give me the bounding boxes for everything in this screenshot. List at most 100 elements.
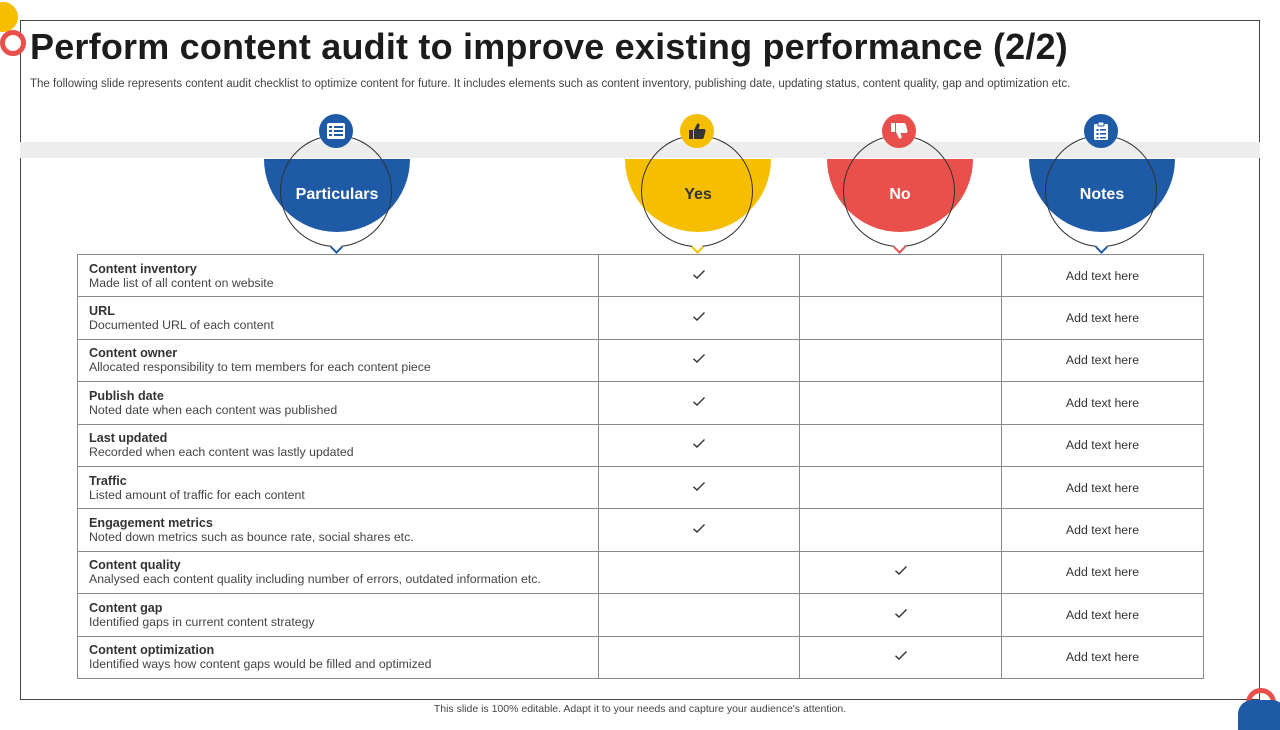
table-row: Publish date Noted date when each content… (77, 381, 1204, 425)
no-cell (799, 465, 1002, 510)
notes-cell[interactable]: Add text here (1001, 508, 1204, 552)
check-icon (894, 650, 908, 664)
clipboard-icon (1084, 114, 1118, 148)
column-header-particulars: Particulars (263, 114, 413, 254)
notes-cell[interactable]: Add text here (1001, 550, 1204, 595)
item-description: Documented URL of each content (89, 318, 274, 333)
yes-cell (598, 550, 800, 595)
notes-cell[interactable]: Add text here (1001, 338, 1204, 383)
no-cell (799, 508, 1002, 552)
notes-cell[interactable]: Add text here (1001, 423, 1204, 467)
check-icon (692, 269, 706, 283)
table-row: Last updated Recorded when each content w… (77, 423, 1204, 467)
yes-cell (598, 338, 800, 383)
item-description: Noted date when each content was publish… (89, 402, 338, 417)
column-label: Yes (684, 186, 712, 203)
yes-cell (598, 593, 800, 637)
no-cell (799, 253, 1002, 298)
no-cell (799, 381, 1002, 425)
decor-circle-yellow (0, 2, 18, 32)
yes-cell (598, 508, 800, 552)
no-cell (799, 296, 1002, 340)
particulars-cell: Engagement metrics Noted down metrics suc… (77, 508, 599, 552)
audit-table: Content inventory Made list of all conten… (77, 253, 1204, 679)
item-title: Content gap (89, 600, 163, 615)
column-label: No (889, 186, 911, 203)
check-icon (894, 565, 908, 579)
particulars-cell: Content optimization Identified ways how … (77, 635, 599, 679)
item-description: Identified gaps in current content strat… (89, 614, 315, 629)
yes-cell (598, 635, 800, 679)
table-row: Engagement metrics Noted down metrics suc… (77, 508, 1204, 552)
check-icon (692, 311, 706, 325)
notes-cell[interactable]: Add text here (1001, 381, 1204, 425)
table-row: Content inventory Made list of all conten… (77, 253, 1204, 298)
item-title: Engagement metrics (89, 516, 213, 531)
notes-cell[interactable]: Add text here (1001, 253, 1204, 298)
table-row: Content owner Allocated responsibility to… (77, 338, 1204, 383)
particulars-cell: Publish date Noted date when each content… (77, 381, 599, 425)
column-label: Particulars (295, 186, 379, 203)
check-icon (894, 608, 908, 622)
item-title: Last updated (89, 431, 168, 446)
check-icon (692, 438, 706, 452)
column-label: Notes (1079, 186, 1125, 203)
no-cell (799, 593, 1002, 637)
column-header-notes: Notes (1028, 114, 1178, 254)
page-subtitle: The following slide represents content a… (30, 78, 1071, 90)
checklist-icon (319, 114, 353, 148)
no-cell (799, 635, 1002, 679)
decor-ring-red (0, 30, 26, 56)
table-row: Content gap Identified gaps in current co… (77, 593, 1204, 637)
notes-cell[interactable]: Add text here (1001, 296, 1204, 340)
item-title: Content inventory (89, 261, 197, 276)
item-description: Recorded when each content was lastly up… (89, 445, 354, 460)
check-icon (692, 396, 706, 410)
notes-cell[interactable]: Add text here (1001, 465, 1204, 510)
item-title: Content optimization (89, 643, 215, 658)
item-title: Publish date (89, 388, 164, 403)
thumbs-down-icon (882, 114, 916, 148)
no-cell (799, 550, 1002, 595)
item-description: Analysed each content quality including … (89, 572, 541, 587)
yes-cell (598, 381, 800, 425)
particulars-cell: Last updated Recorded when each content w… (77, 423, 599, 467)
audit-table-body: Content inventory Made list of all conten… (77, 253, 1204, 679)
check-icon (692, 523, 706, 537)
particulars-cell: Content owner Allocated responsibility to… (77, 338, 599, 383)
column-header-no: No (826, 114, 976, 254)
item-description: Identified ways how content gaps would b… (89, 657, 432, 672)
footer-note: This slide is 100% editable. Adapt it to… (433, 703, 847, 715)
no-cell (799, 423, 1002, 467)
no-cell (799, 338, 1002, 383)
item-title: URL (89, 304, 115, 319)
yes-cell (598, 296, 800, 340)
item-title: Traffic (89, 473, 127, 488)
slide-frame (20, 20, 1260, 700)
page-title: Perform content audit to improve existin… (30, 26, 1068, 67)
particulars-cell: Content quality Analysed each content qua… (77, 550, 599, 595)
yes-cell (598, 465, 800, 510)
item-description: Listed amount of traffic for each conten… (89, 487, 305, 502)
notes-cell[interactable]: Add text here (1001, 593, 1204, 637)
particulars-cell: Traffic Listed amount of traffic for each… (77, 465, 599, 510)
item-description: Noted down metrics such as bounce rate, … (89, 530, 414, 545)
yes-cell (598, 423, 800, 467)
thumbs-up-icon (680, 114, 714, 148)
notes-cell[interactable]: Add text here (1001, 635, 1204, 679)
item-description: Allocated responsibility to tem members … (89, 360, 431, 375)
table-row: Content quality Analysed each content qua… (77, 550, 1204, 595)
check-icon (692, 481, 706, 495)
table-row: Traffic Listed amount of traffic for each… (77, 465, 1204, 510)
table-row: URL Documented URL of each content Add tex… (77, 296, 1204, 340)
particulars-cell: Content gap Identified gaps in current co… (77, 593, 599, 637)
column-header-yes: Yes (624, 114, 774, 254)
table-row: Content optimization Identified ways how … (77, 635, 1204, 679)
check-icon (692, 353, 706, 367)
item-description: Made list of all content on website (89, 275, 274, 290)
particulars-cell: URL Documented URL of each content (77, 296, 599, 340)
item-title: Content quality (89, 558, 181, 573)
item-title: Content owner (89, 346, 178, 361)
yes-cell (598, 253, 800, 298)
particulars-cell: Content inventory Made list of all conten… (77, 253, 599, 298)
